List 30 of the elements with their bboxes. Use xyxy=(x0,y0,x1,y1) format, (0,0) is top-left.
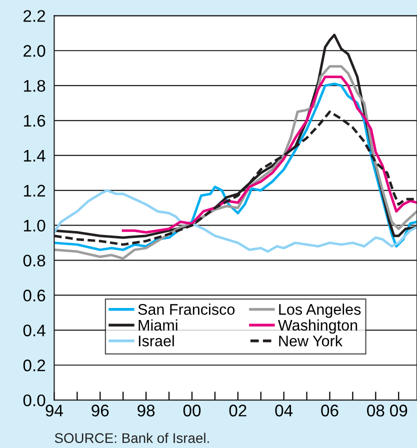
y-tick-label: 2.0 xyxy=(24,45,46,57)
x-tick-label: 96 xyxy=(92,404,109,416)
y-tick-label: 1.6 xyxy=(24,114,46,127)
y-tick-label: 1.4 xyxy=(24,150,46,162)
x-tick-label: 08 xyxy=(367,404,384,416)
legend-label: Israel xyxy=(138,335,174,346)
legend-label: New York xyxy=(279,335,343,346)
line-series xyxy=(54,189,417,253)
legend-label: Miami xyxy=(138,319,178,331)
x-tick-label: 02 xyxy=(229,404,246,416)
x-tick-label: 09 xyxy=(390,404,408,416)
y-tick-label: 2.2 xyxy=(24,10,46,22)
legend-label: Washington xyxy=(278,319,358,334)
x-tick-label: 00 xyxy=(183,404,201,416)
y-tick-label: 1.2 xyxy=(24,184,46,196)
y-tick-label: 1.8 xyxy=(24,80,46,92)
y-tick-label: 0.2 xyxy=(23,360,46,372)
x-tick-label: 94 xyxy=(46,404,63,416)
legend-label: Los Angeles xyxy=(279,304,361,318)
y-tick-label: 0.4 xyxy=(23,324,46,336)
x-tick-label: 06 xyxy=(321,404,338,416)
y-tick-label: 0.8 xyxy=(23,254,46,266)
legend-label: San Francisco xyxy=(138,304,235,315)
line-series xyxy=(122,76,417,234)
x-tick-label: 04 xyxy=(275,404,293,416)
y-tick-label: 1.0 xyxy=(24,220,46,232)
y-tick-label: 0.6 xyxy=(23,290,46,302)
y-tick-label: 0.0 xyxy=(23,394,46,406)
x-tick-label: 98 xyxy=(138,404,155,416)
source-note: SOURCE: Bank of Israel. xyxy=(54,432,209,444)
